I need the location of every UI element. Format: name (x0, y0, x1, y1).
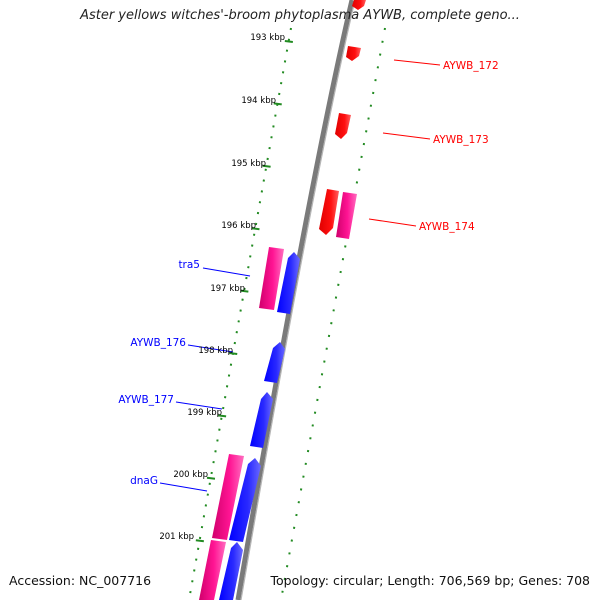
tick-label: 196 kbp (221, 221, 256, 231)
major-tick (195, 539, 204, 543)
feature-tra5-pink (259, 247, 284, 310)
major-tick (273, 102, 282, 106)
feature-top-red (352, 0, 366, 10)
feature-aywb-174-red (319, 189, 339, 235)
backbone (235, 0, 356, 600)
major-tick (284, 40, 293, 43)
feature-bottom-pink (199, 540, 226, 600)
feature-aywb-172 (346, 46, 361, 61)
inner-tick-ring (188, 27, 292, 600)
feature-bottom-blue (219, 542, 243, 600)
feature-aywb-177 (250, 392, 273, 448)
gene-label-dnag[interactable]: dnaG (130, 475, 158, 487)
tick-labels: 193 kbp 194 kbp 195 kbp 196 kbp 197 kbp … (159, 33, 285, 542)
major-tick (240, 289, 249, 293)
major-tick (251, 227, 260, 231)
gene-label-aywb-176[interactable]: AYWB_176 (130, 337, 186, 349)
feature-dnag-pink (212, 454, 244, 540)
map-title: Aster yellows witches'-broom phytoplasma… (80, 8, 520, 23)
forward-cds-track (319, 0, 366, 239)
feature-dnag-blue (229, 458, 261, 542)
major-tick (217, 414, 227, 418)
outer-tick-ring (280, 27, 386, 600)
tick-label: 200 kbp (173, 470, 208, 480)
genome-summary: Topology: circular; Length: 706,569 bp; … (270, 573, 591, 588)
gene-label-tra5[interactable]: tra5 (178, 259, 200, 271)
feature-aywb-174-pink (336, 192, 357, 239)
gene-label-aywb-177[interactable]: AYWB_177 (118, 394, 174, 406)
label-connectors (159, 59, 441, 492)
gene-label-aywb-173[interactable]: AYWB_173 (433, 134, 489, 146)
tick-label: 193 kbp (250, 33, 285, 43)
gene-labels: AYWB_172 AYWB_173 AYWB_174 tra5 AYWB_176… (118, 60, 498, 487)
feature-aywb-173 (335, 113, 351, 139)
tick-marks (195, 40, 293, 543)
accession-label: Accession: NC_007716 (9, 573, 152, 588)
tick-label: 199 kbp (187, 408, 222, 418)
tick-label: 198 kbp (198, 346, 233, 356)
gene-label-aywb-172[interactable]: AYWB_172 (443, 60, 499, 72)
tick-label: 195 kbp (231, 159, 266, 169)
major-tick (206, 476, 216, 480)
tick-label: 201 kbp (159, 532, 194, 542)
tick-label: 197 kbp (210, 284, 245, 294)
major-tick (229, 352, 238, 355)
gene-label-aywb-174[interactable]: AYWB_174 (419, 221, 475, 233)
feature-tra5-blue (277, 252, 300, 314)
feature-aywb-176 (264, 342, 285, 383)
tick-label: 194 kbp (241, 96, 276, 106)
major-tick (262, 164, 271, 168)
reverse-cds-track (199, 247, 300, 600)
